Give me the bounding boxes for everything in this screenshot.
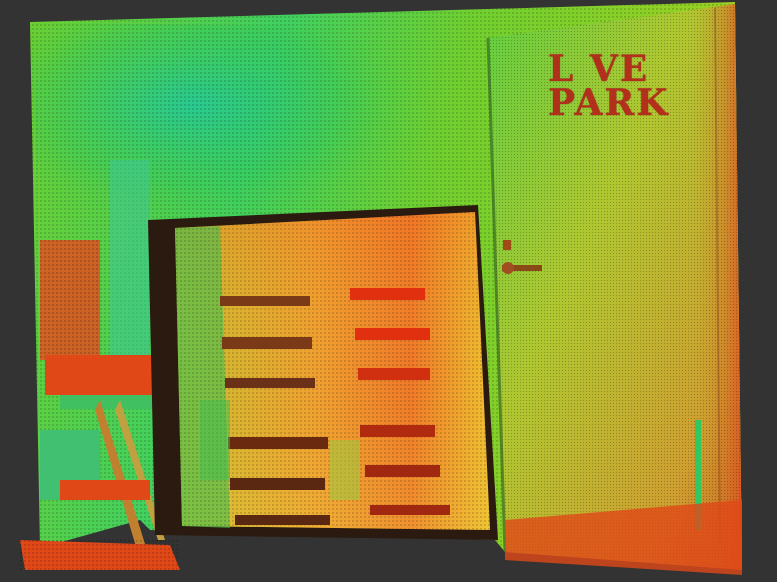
wall-sign: L VE PARK xyxy=(548,48,670,124)
board-strip-row-1 xyxy=(220,288,425,306)
wall-sign-line-1: L VE xyxy=(548,48,650,90)
wall-sign-line-2: PARK xyxy=(548,82,670,124)
board-strip-row-4 xyxy=(228,425,435,449)
board-strip-row-2 xyxy=(222,328,430,349)
bulletin-board xyxy=(148,205,498,540)
door-handle-icon xyxy=(502,240,542,274)
left-shelf xyxy=(20,160,185,570)
board-strip-row-3 xyxy=(225,368,430,388)
board-strip-row-6 xyxy=(235,505,450,525)
board-strip-row-5 xyxy=(230,465,440,490)
door xyxy=(486,4,742,575)
